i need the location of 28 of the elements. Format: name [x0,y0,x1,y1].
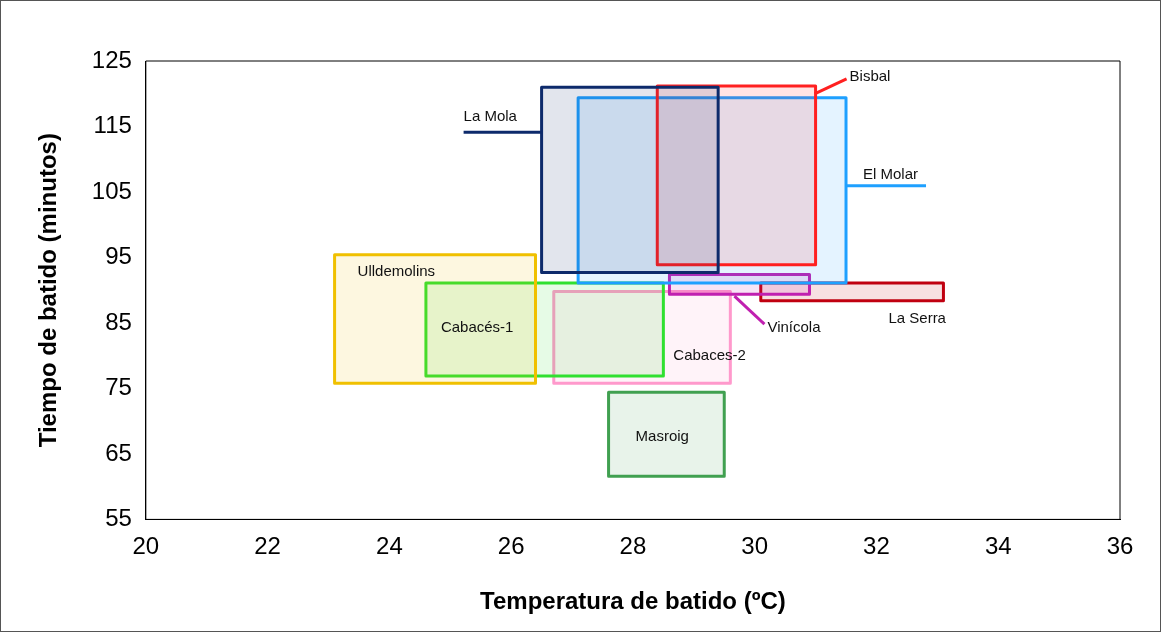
series-label: Vinícola [767,318,822,336]
series-label: Masroig [635,427,689,445]
y-tick-label: 95 [105,242,132,270]
x-tick-label: 30 [741,532,769,560]
y-tick-label: 55 [105,504,132,532]
x-tick-label: 20 [132,532,160,560]
y-tick-label: 85 [105,307,132,335]
y-tick-label: 105 [91,176,132,204]
text: Bisbal [849,67,891,85]
y-tick-label: 75 [105,373,132,401]
x-tick-label: 26 [497,532,525,560]
y-tick-label: 115 [93,111,132,139]
series-label: La Serra [888,308,947,326]
x-axis-title: Temperatura de batido (ºC) [480,587,786,615]
y-tick-label: 125 [91,45,132,73]
series-label: Ulldemolins [357,261,436,279]
series-label: El Molar [863,164,919,182]
x-tick-label: 36 [1106,532,1134,560]
x-tick-label: 24 [376,532,403,560]
y-tick-label: 65 [105,438,132,466]
x-tick-label: 32 [863,532,890,560]
x-tick-label: 34 [984,532,1012,560]
series-label: Cabacés-1 [440,318,514,336]
series-label: La Mola [463,107,518,125]
series-label: Cabaces-2 [673,346,746,364]
x-tick-label: 28 [619,532,647,560]
y-axis-title: Tiempo de batido (minutos) [34,133,62,448]
x-tick-label: 22 [254,532,281,560]
